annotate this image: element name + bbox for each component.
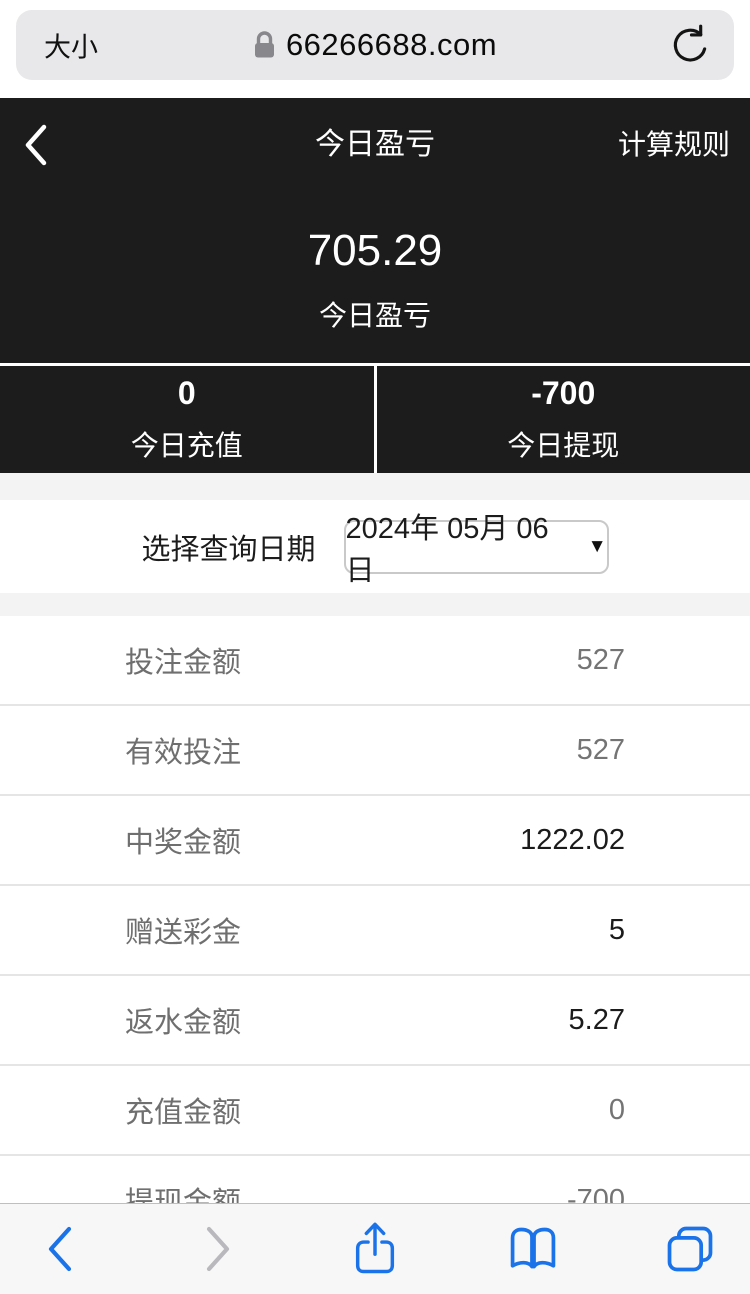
chevron-down-icon: ▼: [587, 536, 607, 557]
withdraw-label: 今日提现: [507, 430, 620, 461]
table-row: 赠送彩金 5: [0, 886, 750, 976]
row-label: 中奖金额: [125, 827, 242, 859]
table-row: 有效投注 527: [0, 706, 750, 796]
row-label: 有效投注: [125, 737, 242, 769]
calc-rules-link[interactable]: 计算规则: [617, 129, 730, 160]
row-value: 5.27: [568, 1003, 625, 1036]
summary-section: 0 今日充值 -700 今日提现: [0, 363, 750, 473]
text-size-button[interactable]: 大小: [44, 32, 98, 63]
browser-bottom-toolbar: [0, 1203, 750, 1294]
browser-top-chrome: 大小 66266688.com: [0, 0, 750, 98]
date-picker-row: 选择查询日期 2024年 05月 06日 ▼: [0, 500, 750, 593]
row-value: 1222.02: [520, 823, 625, 856]
back-button[interactable]: [24, 124, 64, 166]
page-title: 今日盈亏: [315, 128, 435, 161]
deposit-cell: 0 今日充值: [0, 366, 377, 473]
row-label: 赠送彩金: [125, 917, 242, 949]
bookmarks-icon[interactable]: [503, 1219, 563, 1279]
divider-strip: [0, 593, 750, 616]
today-profit-label: 今日盈亏: [318, 300, 431, 331]
row-label: 投注金额: [125, 647, 242, 679]
deposit-value: 0: [177, 375, 196, 411]
deposit-label: 今日充值: [130, 430, 243, 461]
url-text: 66266688.com: [285, 27, 498, 62]
row-value: 527: [576, 643, 625, 676]
tabs-icon[interactable]: [660, 1219, 720, 1279]
table-row: 中奖金额 1222.02: [0, 796, 750, 886]
divider-strip: [0, 473, 750, 500]
nav-row: 今日盈亏 计算规则: [0, 122, 750, 168]
lock-icon: [253, 30, 276, 60]
share-icon[interactable]: [345, 1219, 405, 1279]
reload-button[interactable]: [666, 23, 710, 67]
row-value: 527: [576, 733, 625, 766]
url-bar[interactable]: 大小 66266688.com: [16, 10, 734, 80]
detail-list: 投注金额 527 有效投注 527 中奖金额 1222.02 赠送彩金 5 返水…: [0, 616, 750, 1246]
browser-back-button[interactable]: [30, 1219, 90, 1279]
row-value: 5: [608, 913, 625, 946]
date-select-dropdown[interactable]: 2024年 05月 06日 ▼: [343, 513, 609, 587]
row-label: 返水金额: [125, 1007, 242, 1039]
withdraw-value: -700: [531, 375, 596, 411]
withdraw-cell: -700 今日提现: [377, 366, 750, 473]
table-row: 返水金额 5.27: [0, 976, 750, 1066]
table-row: 充值金额 0: [0, 1066, 750, 1156]
today-profit-amount: 705.29: [307, 226, 443, 275]
date-picker-label: 选择查询日期: [141, 533, 316, 566]
date-select-value: 2024年 05月 06日: [345, 512, 549, 587]
browser-forward-button[interactable]: [188, 1219, 248, 1279]
table-row: 投注金额 527: [0, 616, 750, 706]
row-label: 充值金额: [125, 1097, 242, 1129]
row-value: 0: [608, 1093, 625, 1126]
page-header: 今日盈亏 计算规则 705.29 今日盈亏: [0, 98, 750, 363]
